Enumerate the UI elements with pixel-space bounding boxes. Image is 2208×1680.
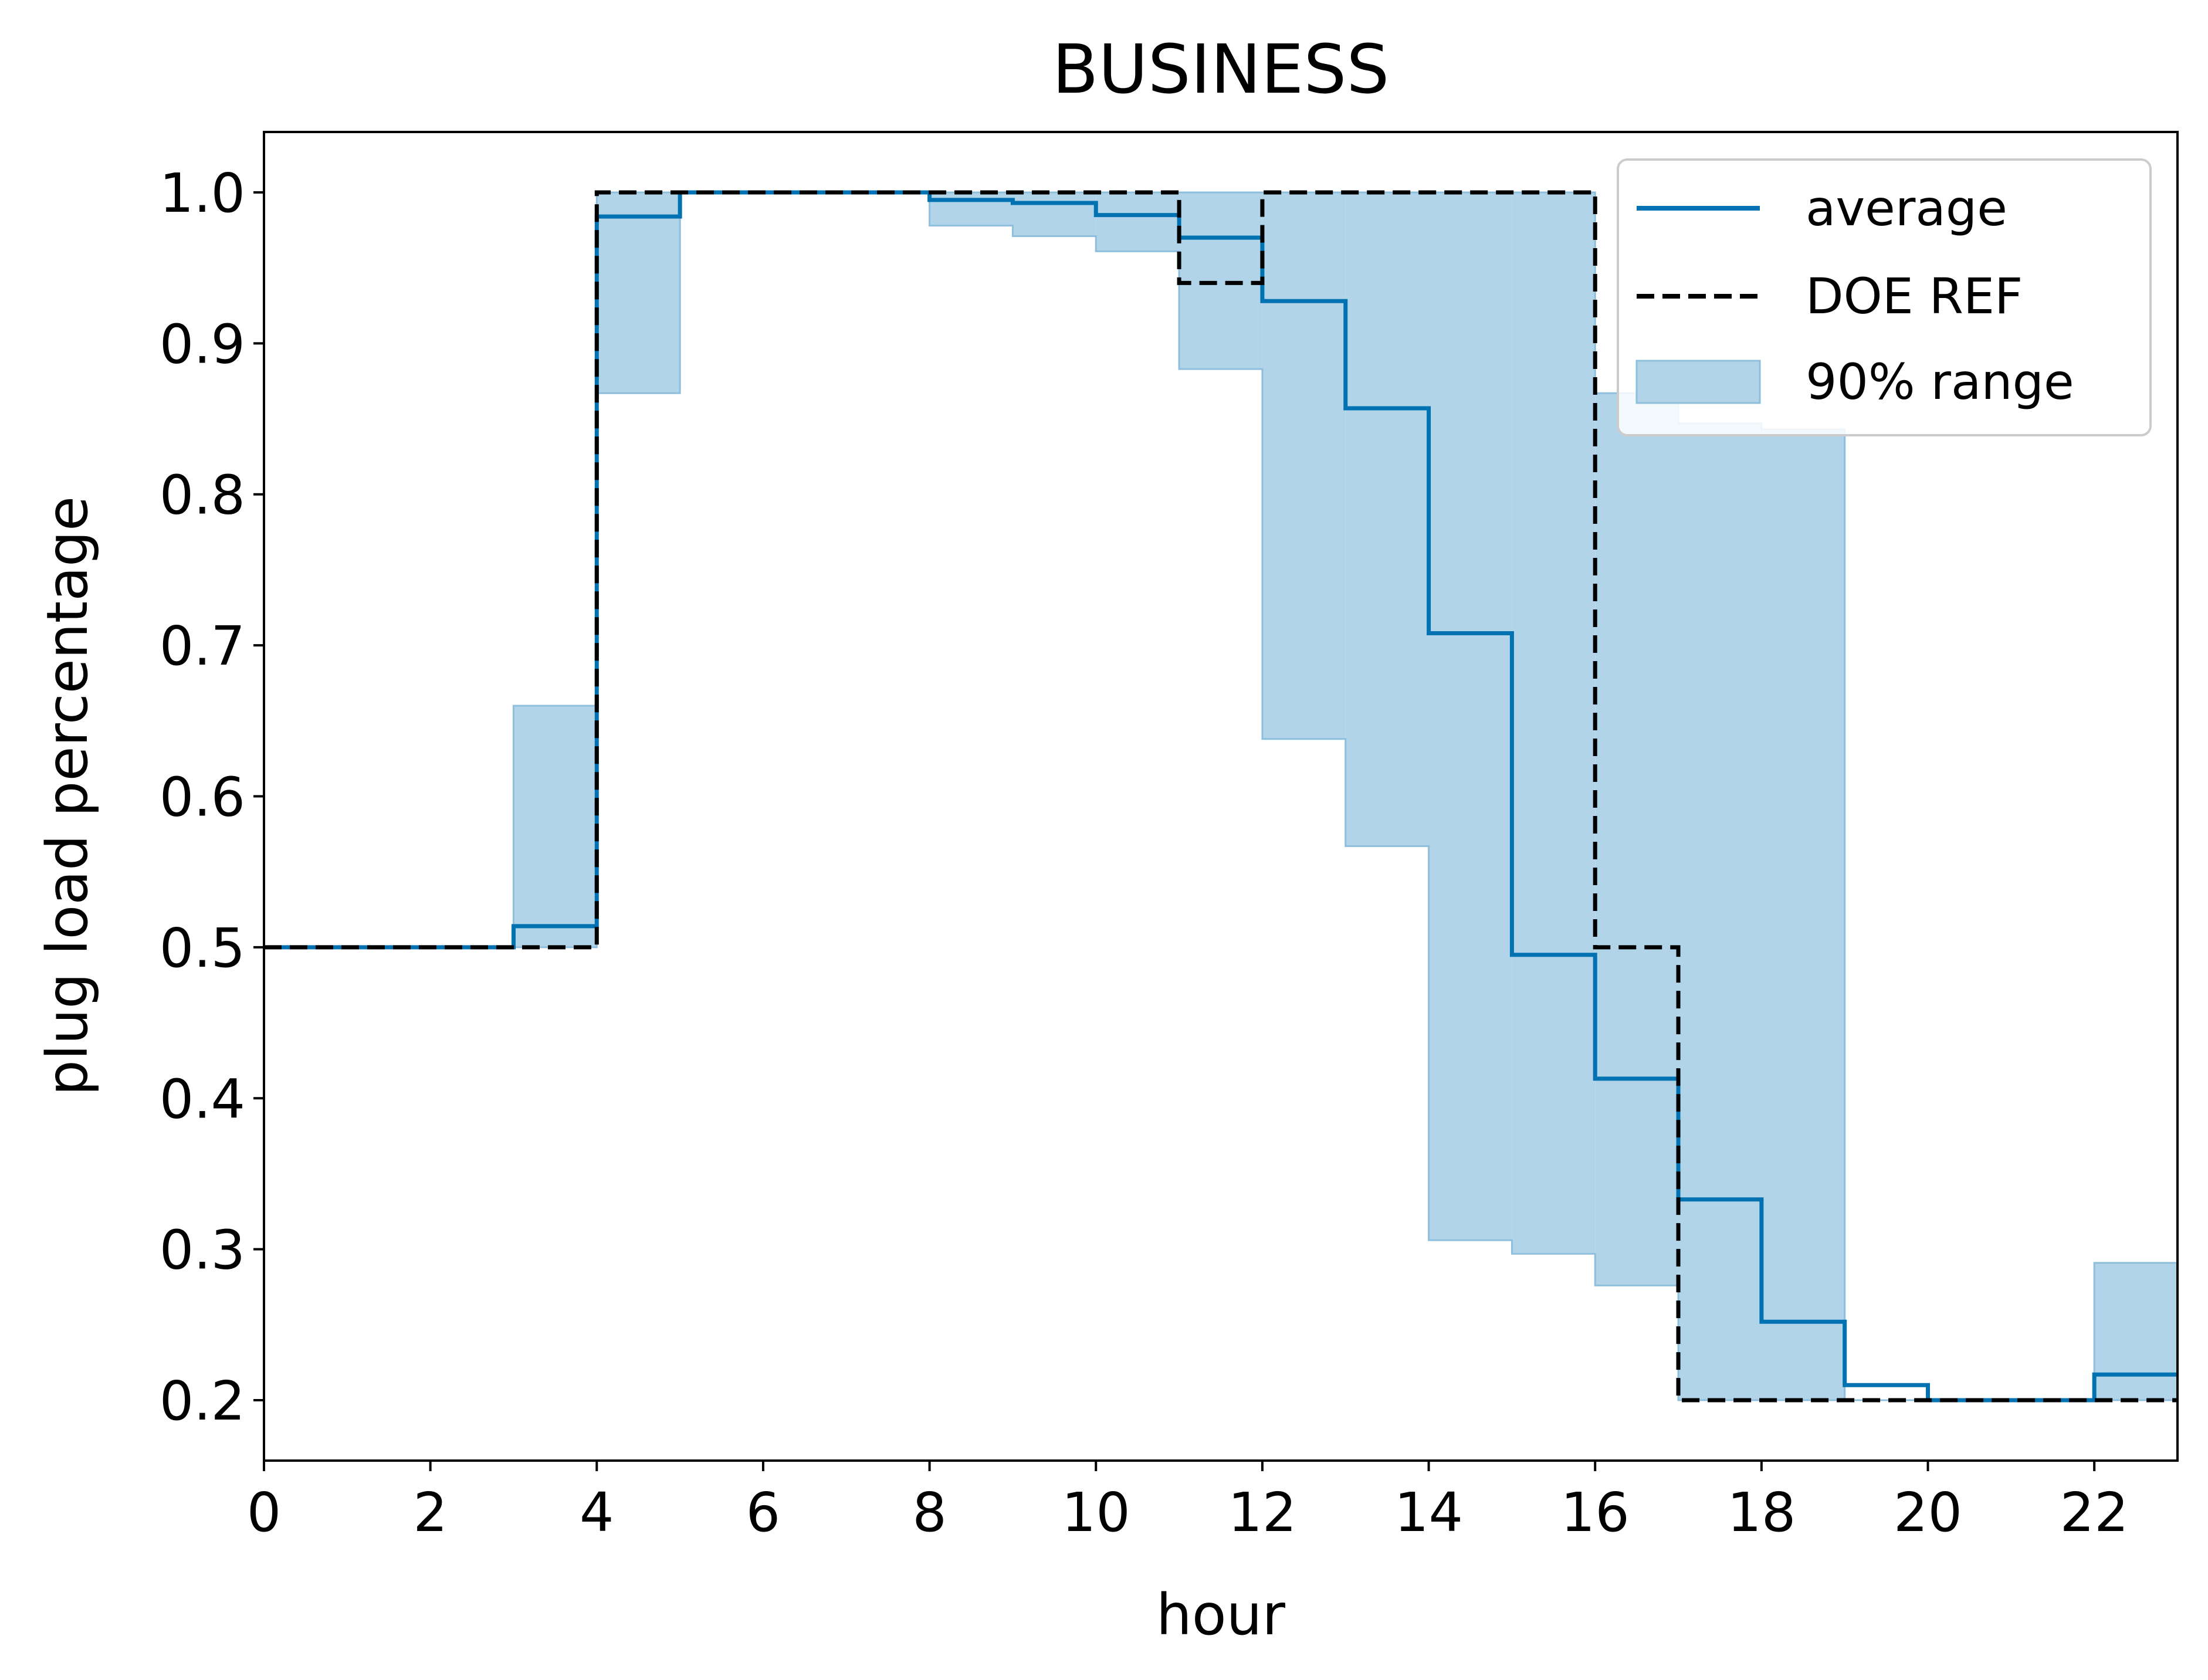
x-axis-label: hour: [1156, 1582, 1285, 1648]
range-band-segment: [513, 706, 597, 947]
x-tick-label: 14: [1394, 1481, 1463, 1544]
range-band-segment: [1345, 192, 1429, 846]
y-axis-label: plug load percentage: [35, 496, 100, 1096]
y-tick-label: 0.4: [160, 1068, 245, 1130]
doe-ref-series-line: [264, 190, 2177, 1403]
range-band-segment: [929, 192, 1013, 226]
y-axis-ticks: 0.2 0.3 0.4 0.5 0.6 0.7 0.8 0.9 1.0: [160, 162, 264, 1432]
x-tick-label: 6: [746, 1481, 781, 1544]
range-band-segment: [1012, 192, 1096, 236]
x-tick-label: 8: [912, 1481, 947, 1544]
y-tick-label: 1.0: [160, 162, 245, 225]
legend-label-average: average: [1806, 179, 2007, 237]
y-tick-label: 0.9: [160, 313, 245, 375]
y-tick-label: 0.7: [160, 615, 245, 678]
x-tick-label: 22: [2060, 1481, 2129, 1544]
y-tick-label: 0.8: [160, 464, 245, 527]
range-band-segment: [2094, 1262, 2177, 1401]
range-band-segment: [1678, 423, 1762, 1401]
y-tick-label: 0.3: [160, 1219, 245, 1282]
y-tick-label: 0.2: [160, 1370, 245, 1432]
average-series-line: [264, 190, 2177, 1403]
range-band-segment: [1512, 192, 1596, 1254]
legend-swatch-range: [1635, 360, 1761, 404]
range-band-segment: [1428, 192, 1512, 1241]
range-band-segment: [1179, 192, 1262, 370]
legend-label-range: 90% range: [1806, 353, 2074, 411]
y-tick-label: 0.6: [160, 766, 245, 829]
range-band-segment: [1595, 393, 1679, 1286]
x-tick-label: 12: [1228, 1481, 1296, 1544]
x-tick-label: 4: [580, 1481, 614, 1544]
y-tick-label: 0.5: [160, 917, 245, 980]
x-tick-label: 10: [1062, 1481, 1130, 1544]
x-tick-label: 0: [247, 1481, 282, 1544]
x-tick-label: 2: [413, 1481, 448, 1544]
range-band-segment: [597, 192, 680, 394]
x-tick-label: 20: [1894, 1481, 1962, 1544]
range-band-segment: [1262, 192, 1346, 739]
range-band-segment: [1096, 192, 1180, 252]
legend: average DOE REF 90% range: [1617, 158, 2152, 436]
plot-area: [264, 190, 2177, 1403]
legend-label-doe-ref: DOE REF: [1806, 267, 2023, 325]
x-axis-ticks: 0 2 4 6 8 10 12 14 16 18 20 22: [247, 1461, 2129, 1544]
chart-title: BUSINESS: [1052, 31, 1390, 109]
x-tick-label: 16: [1561, 1481, 1630, 1544]
range-band-segment: [1761, 429, 1845, 1401]
x-tick-label: 18: [1727, 1481, 1796, 1544]
